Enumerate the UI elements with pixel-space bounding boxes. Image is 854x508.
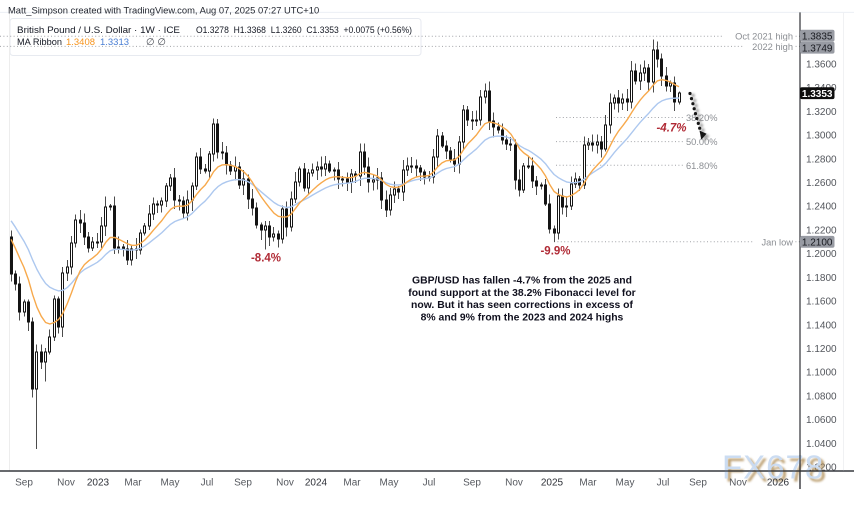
- svg-text:-9.9%: -9.9%: [540, 246, 570, 258]
- svg-text:1.2100: 1.2100: [802, 237, 833, 248]
- svg-text:2022 high: 2022 high: [752, 42, 793, 52]
- svg-text:Oct 2021 high: Oct 2021 high: [735, 32, 793, 42]
- svg-text:Sep: Sep: [234, 478, 252, 489]
- svg-text:61.80%: 61.80%: [686, 161, 718, 171]
- svg-text:1.0600: 1.0600: [806, 415, 837, 426]
- svg-text:Mar: Mar: [124, 478, 142, 489]
- svg-text:Matt_Simpson created with Trad: Matt_Simpson created with TradingView.co…: [8, 4, 319, 15]
- svg-text:2025: 2025: [541, 478, 564, 489]
- svg-text:FX678: FX678: [725, 452, 827, 489]
- svg-text:1.3000: 1.3000: [806, 131, 837, 142]
- svg-text:Nov: Nov: [276, 478, 294, 489]
- svg-text:Sep: Sep: [463, 478, 481, 489]
- svg-text:50.00%: 50.00%: [686, 137, 718, 147]
- svg-text:Mar: Mar: [343, 478, 361, 489]
- svg-text:O1.3278 H1.3368 L1.3260 C1.: O1.3278 H1.3368 L1.3260 C1.3353 +0.0075 …: [196, 25, 412, 35]
- svg-text:1.2400: 1.2400: [806, 202, 837, 213]
- svg-text:Sep: Sep: [15, 478, 33, 489]
- svg-text:1.1000: 1.1000: [806, 368, 837, 379]
- svg-text:FX678: FX678: [722, 449, 824, 486]
- svg-text:1.1600: 1.1600: [806, 297, 837, 308]
- svg-text:May: May: [380, 478, 399, 489]
- svg-text:Nov: Nov: [505, 478, 523, 489]
- svg-text:1.3353: 1.3353: [802, 89, 833, 100]
- svg-text:1.2600: 1.2600: [806, 178, 837, 189]
- svg-text:-4.7%: -4.7%: [656, 123, 686, 135]
- svg-text:Jan low: Jan low: [761, 237, 793, 247]
- svg-text:-8.4%: -8.4%: [251, 253, 281, 265]
- svg-text:1.3600: 1.3600: [806, 60, 837, 71]
- svg-text:1.3200: 1.3200: [806, 107, 837, 118]
- svg-text:May: May: [161, 478, 180, 489]
- svg-text:1.2000: 1.2000: [806, 249, 837, 260]
- svg-text:1.2800: 1.2800: [806, 154, 837, 165]
- svg-text:Jul: Jul: [657, 478, 670, 489]
- svg-text:Jul: Jul: [201, 478, 214, 489]
- svg-text:∅ ∅: ∅ ∅: [146, 37, 166, 48]
- svg-text:1.0800: 1.0800: [806, 391, 837, 402]
- svg-text:2023: 2023: [87, 478, 110, 489]
- svg-text:2024: 2024: [305, 478, 328, 489]
- svg-text:1.1200: 1.1200: [806, 344, 837, 355]
- svg-text:1.3408: 1.3408: [66, 37, 95, 48]
- svg-text:GBP/USD has fallen -4.7% from: GBP/USD has fallen -4.7% from the 2025 a…: [412, 275, 632, 286]
- svg-text:British Pound / U.S. Dollar ·: British Pound / U.S. Dollar · 1W · ICE: [17, 25, 180, 35]
- svg-text:1.0200: 1.0200: [806, 463, 837, 474]
- svg-text:found support at the 38.2% Fib: found support at the 38.2% Fibonacci lev…: [408, 288, 635, 299]
- svg-text:8% and 9% from the 2023 and 20: 8% and 9% from the 2023 and 2024 highs: [421, 313, 624, 324]
- svg-text:now. But it has seen correctio: now. But it has seen corrections in exce…: [411, 300, 633, 311]
- svg-text:1.3313: 1.3313: [100, 37, 129, 48]
- svg-text:38.20%: 38.20%: [686, 113, 718, 123]
- svg-text:Mar: Mar: [579, 478, 597, 489]
- svg-text:1.0400: 1.0400: [806, 439, 837, 450]
- svg-text:Sep: Sep: [689, 478, 707, 489]
- svg-text:1.2200: 1.2200: [806, 225, 837, 236]
- svg-text:Nov: Nov: [729, 478, 747, 489]
- svg-text:2026: 2026: [767, 478, 790, 489]
- svg-text:1.1400: 1.1400: [806, 320, 837, 331]
- svg-text:MA Ribbon: MA Ribbon: [17, 37, 62, 48]
- svg-text:Jul: Jul: [423, 478, 436, 489]
- svg-text:1.3749: 1.3749: [802, 43, 833, 54]
- svg-text:Nov: Nov: [57, 478, 75, 489]
- svg-text:1.1800: 1.1800: [806, 273, 837, 284]
- svg-text:1.3835: 1.3835: [802, 31, 833, 42]
- svg-text:May: May: [616, 478, 635, 489]
